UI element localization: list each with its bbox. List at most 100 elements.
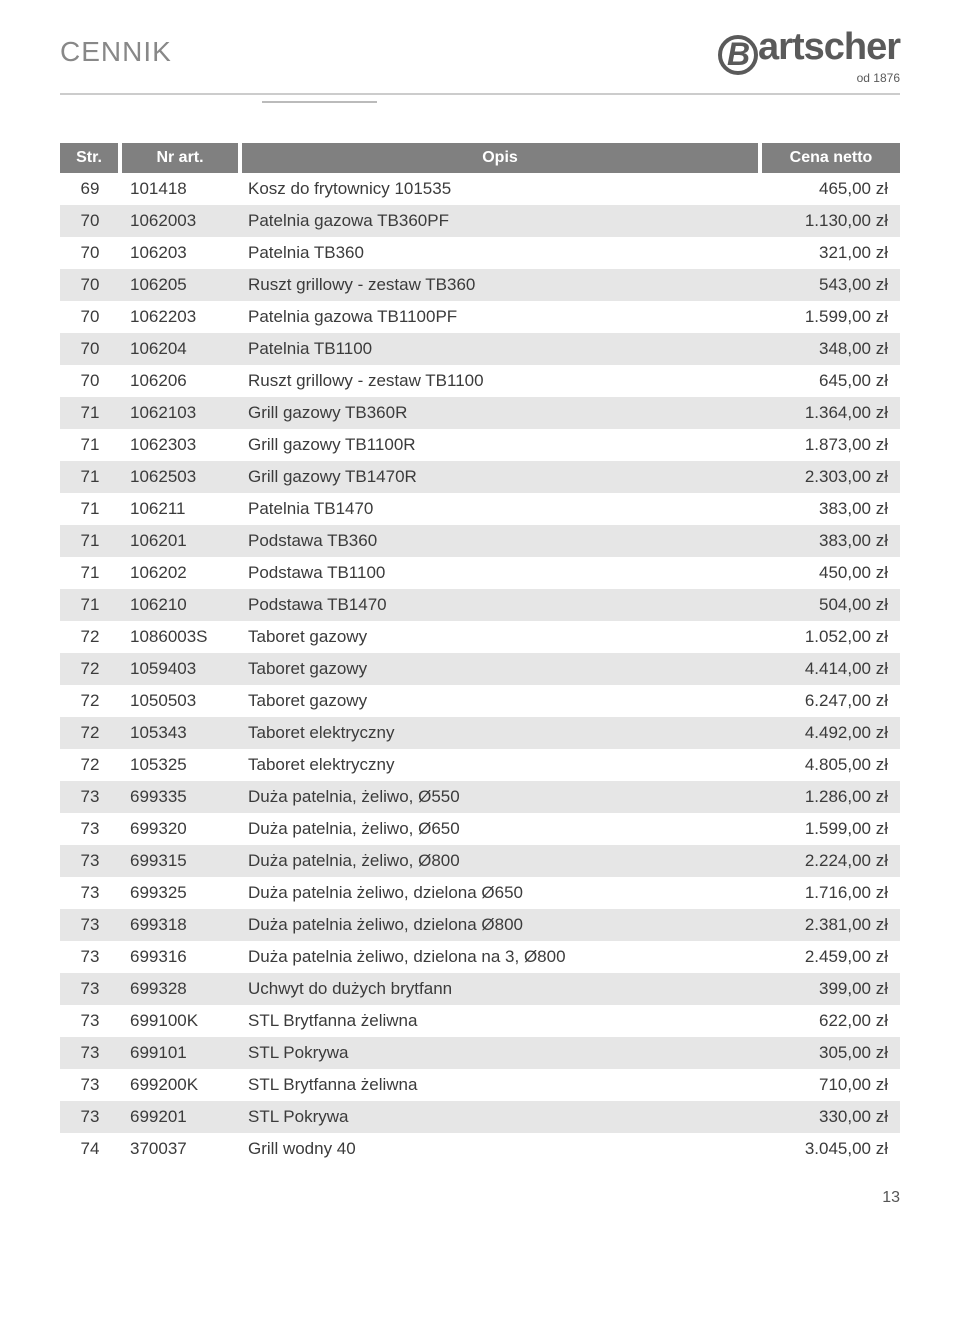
table-row: 73699316Duża patelnia żeliwo, dzielona n… bbox=[60, 941, 900, 973]
cell-cena: 383,00 zł bbox=[760, 493, 900, 525]
cell-str: 72 bbox=[60, 653, 120, 685]
cell-opis: Grill gazowy TB1100R bbox=[240, 429, 760, 461]
cell-cena: 330,00 zł bbox=[760, 1101, 900, 1133]
col-header-cena: Cena netto bbox=[760, 143, 900, 173]
cell-str: 72 bbox=[60, 749, 120, 781]
cell-nrart: 106210 bbox=[120, 589, 240, 621]
cell-str: 69 bbox=[60, 173, 120, 205]
cell-cena: 383,00 zł bbox=[760, 525, 900, 557]
table-row: 721086003STaboret gazowy1.052,00 zł bbox=[60, 621, 900, 653]
page-number: 13 bbox=[60, 1189, 900, 1207]
cell-cena: 321,00 zł bbox=[760, 237, 900, 269]
brand-logo: BBartscherartscher od 1876 bbox=[718, 28, 900, 85]
divider-line-short bbox=[262, 101, 377, 103]
table-row: 74370037Grill wodny 403.045,00 zł bbox=[60, 1133, 900, 1165]
cell-cena: 1.052,00 zł bbox=[760, 621, 900, 653]
table-row: 73699315Duża patelnia, żeliwo, Ø8002.224… bbox=[60, 845, 900, 877]
table-row: 73699200KSTL Brytfanna żeliwna710,00 zł bbox=[60, 1069, 900, 1101]
cell-opis: Ruszt grillowy - zestaw TB360 bbox=[240, 269, 760, 301]
cell-opis: Duża patelnia żeliwo, dzielona Ø650 bbox=[240, 877, 760, 909]
cell-nrart: 699101 bbox=[120, 1037, 240, 1069]
cell-str: 71 bbox=[60, 589, 120, 621]
cell-cena: 543,00 zł bbox=[760, 269, 900, 301]
cell-opis: Ruszt grillowy - zestaw TB1100 bbox=[240, 365, 760, 397]
cell-str: 70 bbox=[60, 333, 120, 365]
cell-str: 73 bbox=[60, 941, 120, 973]
table-row: 711062503Grill gazowy TB1470R2.303,00 zł bbox=[60, 461, 900, 493]
cell-opis: Podstawa TB1470 bbox=[240, 589, 760, 621]
cell-cena: 399,00 zł bbox=[760, 973, 900, 1005]
cell-opis: STL Brytfanna żeliwna bbox=[240, 1069, 760, 1101]
cell-cena: 2.381,00 zł bbox=[760, 909, 900, 941]
cell-nrart: 699328 bbox=[120, 973, 240, 1005]
cell-nrart: 1062503 bbox=[120, 461, 240, 493]
cell-str: 71 bbox=[60, 429, 120, 461]
cell-nrart: 699335 bbox=[120, 781, 240, 813]
cell-str: 70 bbox=[60, 237, 120, 269]
cell-nrart: 1062303 bbox=[120, 429, 240, 461]
cell-opis: Patelnia gazowa TB1100PF bbox=[240, 301, 760, 333]
table-row: 73699328Uchwyt do dużych brytfann399,00 … bbox=[60, 973, 900, 1005]
table-row: 70106206Ruszt grillowy - zestaw TB110064… bbox=[60, 365, 900, 397]
table-row: 73699320Duża patelnia, żeliwo, Ø6501.599… bbox=[60, 813, 900, 845]
cell-opis: Grill gazowy TB1470R bbox=[240, 461, 760, 493]
cell-str: 71 bbox=[60, 397, 120, 429]
table-row: 72105343Taboret elektryczny4.492,00 zł bbox=[60, 717, 900, 749]
table-row: 721050503Taboret gazowy6.247,00 zł bbox=[60, 685, 900, 717]
col-header-opis: Opis bbox=[240, 143, 760, 173]
cell-opis: Patelnia TB360 bbox=[240, 237, 760, 269]
cell-nrart: 1059403 bbox=[120, 653, 240, 685]
table-row: 721059403Taboret gazowy4.414,00 zł bbox=[60, 653, 900, 685]
cell-opis: Taboret gazowy bbox=[240, 685, 760, 717]
col-header-str: Str. bbox=[60, 143, 120, 173]
cell-nrart: 1062203 bbox=[120, 301, 240, 333]
cell-opis: Kosz do frytownicy 101535 bbox=[240, 173, 760, 205]
cell-opis: Grill gazowy TB360R bbox=[240, 397, 760, 429]
cell-str: 72 bbox=[60, 685, 120, 717]
cell-cena: 1.286,00 zł bbox=[760, 781, 900, 813]
cell-opis: Duża patelnia, żeliwo, Ø650 bbox=[240, 813, 760, 845]
cell-cena: 465,00 zł bbox=[760, 173, 900, 205]
cell-cena: 1.364,00 zł bbox=[760, 397, 900, 429]
cell-str: 73 bbox=[60, 1005, 120, 1037]
brand-logo-text: BBartscherartscher bbox=[718, 28, 900, 75]
table-row: 71106210Podstawa TB1470504,00 zł bbox=[60, 589, 900, 621]
cell-nrart: 106203 bbox=[120, 237, 240, 269]
cell-cena: 1.873,00 zł bbox=[760, 429, 900, 461]
cell-nrart: 1062103 bbox=[120, 397, 240, 429]
cell-str: 73 bbox=[60, 1069, 120, 1101]
cell-opis: Duża patelnia żeliwo, dzielona na 3, Ø80… bbox=[240, 941, 760, 973]
cell-cena: 4.414,00 zł bbox=[760, 653, 900, 685]
cell-opis: Podstawa TB1100 bbox=[240, 557, 760, 589]
cell-cena: 6.247,00 zł bbox=[760, 685, 900, 717]
cell-str: 73 bbox=[60, 1101, 120, 1133]
cell-opis: Patelnia TB1470 bbox=[240, 493, 760, 525]
table-row: 71106201Podstawa TB360383,00 zł bbox=[60, 525, 900, 557]
cell-str: 70 bbox=[60, 205, 120, 237]
col-header-nrart: Nr art. bbox=[120, 143, 240, 173]
table-row: 72105325Taboret elektryczny4.805,00 zł bbox=[60, 749, 900, 781]
cell-nrart: 1086003S bbox=[120, 621, 240, 653]
table-row: 71106211Patelnia TB1470383,00 zł bbox=[60, 493, 900, 525]
cell-nrart: 699315 bbox=[120, 845, 240, 877]
table-row: 701062003Patelnia gazowa TB360PF1.130,00… bbox=[60, 205, 900, 237]
cell-cena: 4.492,00 zł bbox=[760, 717, 900, 749]
cell-str: 73 bbox=[60, 973, 120, 1005]
cell-nrart: 105325 bbox=[120, 749, 240, 781]
table-row: 69101418Kosz do frytownicy 101535465,00 … bbox=[60, 173, 900, 205]
table-row: 73699335Duża patelnia, żeliwo, Ø5501.286… bbox=[60, 781, 900, 813]
cell-nrart: 699325 bbox=[120, 877, 240, 909]
cell-cena: 2.224,00 zł bbox=[760, 845, 900, 877]
page-title: CENNIK bbox=[60, 28, 172, 68]
table-row: 73699100KSTL Brytfanna żeliwna622,00 zł bbox=[60, 1005, 900, 1037]
cell-opis: Duża patelnia żeliwo, dzielona Ø800 bbox=[240, 909, 760, 941]
cell-nrart: 370037 bbox=[120, 1133, 240, 1165]
divider-line bbox=[60, 93, 900, 95]
cell-nrart: 699318 bbox=[120, 909, 240, 941]
cell-str: 73 bbox=[60, 813, 120, 845]
cell-str: 73 bbox=[60, 1037, 120, 1069]
cell-opis: Taboret elektryczny bbox=[240, 717, 760, 749]
price-table: Str. Nr art. Opis Cena netto 69101418Kos… bbox=[60, 143, 900, 1165]
cell-opis: Duża patelnia, żeliwo, Ø550 bbox=[240, 781, 760, 813]
cell-cena: 710,00 zł bbox=[760, 1069, 900, 1101]
